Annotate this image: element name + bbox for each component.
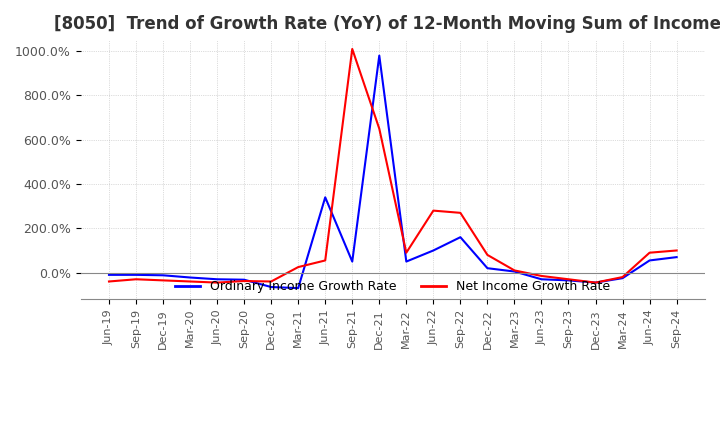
Ordinary Income Growth Rate bbox=[645, 258, 654, 263]
Ordinary Income Growth Rate bbox=[267, 284, 276, 290]
Ordinary Income Growth Rate bbox=[618, 275, 627, 281]
Net Income Growth Rate bbox=[267, 279, 276, 284]
Ordinary Income Growth Rate bbox=[321, 194, 330, 200]
Ordinary Income Growth Rate bbox=[132, 272, 140, 278]
Ordinary Income Growth Rate bbox=[402, 259, 410, 264]
Net Income Growth Rate bbox=[158, 278, 167, 283]
Net Income Growth Rate bbox=[294, 264, 302, 270]
Net Income Growth Rate bbox=[321, 258, 330, 263]
Net Income Growth Rate bbox=[240, 279, 248, 284]
Ordinary Income Growth Rate bbox=[456, 235, 464, 240]
Ordinary Income Growth Rate bbox=[537, 277, 546, 282]
Net Income Growth Rate bbox=[429, 208, 438, 213]
Net Income Growth Rate bbox=[456, 210, 464, 216]
Net Income Growth Rate bbox=[104, 279, 113, 284]
Net Income Growth Rate bbox=[564, 277, 573, 282]
Ordinary Income Growth Rate bbox=[483, 266, 492, 271]
Title: [8050]  Trend of Growth Rate (YoY) of 12-Month Moving Sum of Incomes: [8050] Trend of Growth Rate (YoY) of 12-… bbox=[55, 15, 720, 33]
Ordinary Income Growth Rate bbox=[591, 280, 600, 285]
Ordinary Income Growth Rate bbox=[213, 277, 222, 282]
Net Income Growth Rate bbox=[402, 250, 410, 255]
Net Income Growth Rate bbox=[591, 280, 600, 285]
Ordinary Income Growth Rate bbox=[348, 259, 356, 264]
Net Income Growth Rate bbox=[348, 46, 356, 51]
Net Income Growth Rate bbox=[537, 273, 546, 279]
Net Income Growth Rate bbox=[132, 277, 140, 282]
Ordinary Income Growth Rate bbox=[375, 53, 384, 58]
Net Income Growth Rate bbox=[483, 252, 492, 257]
Ordinary Income Growth Rate bbox=[186, 275, 194, 280]
Ordinary Income Growth Rate bbox=[564, 278, 573, 283]
Ordinary Income Growth Rate bbox=[510, 269, 518, 274]
Net Income Growth Rate bbox=[375, 126, 384, 131]
Net Income Growth Rate bbox=[510, 268, 518, 273]
Net Income Growth Rate bbox=[186, 279, 194, 284]
Net Income Growth Rate bbox=[213, 280, 222, 285]
Ordinary Income Growth Rate bbox=[294, 286, 302, 291]
Legend: Ordinary Income Growth Rate, Net Income Growth Rate: Ordinary Income Growth Rate, Net Income … bbox=[170, 275, 616, 298]
Net Income Growth Rate bbox=[645, 250, 654, 255]
Ordinary Income Growth Rate bbox=[104, 272, 113, 278]
Ordinary Income Growth Rate bbox=[240, 277, 248, 282]
Ordinary Income Growth Rate bbox=[429, 248, 438, 253]
Ordinary Income Growth Rate bbox=[158, 273, 167, 278]
Net Income Growth Rate bbox=[672, 248, 681, 253]
Line: Net Income Growth Rate: Net Income Growth Rate bbox=[109, 49, 677, 282]
Line: Ordinary Income Growth Rate: Ordinary Income Growth Rate bbox=[109, 55, 677, 288]
Net Income Growth Rate bbox=[618, 275, 627, 280]
Ordinary Income Growth Rate bbox=[672, 254, 681, 260]
